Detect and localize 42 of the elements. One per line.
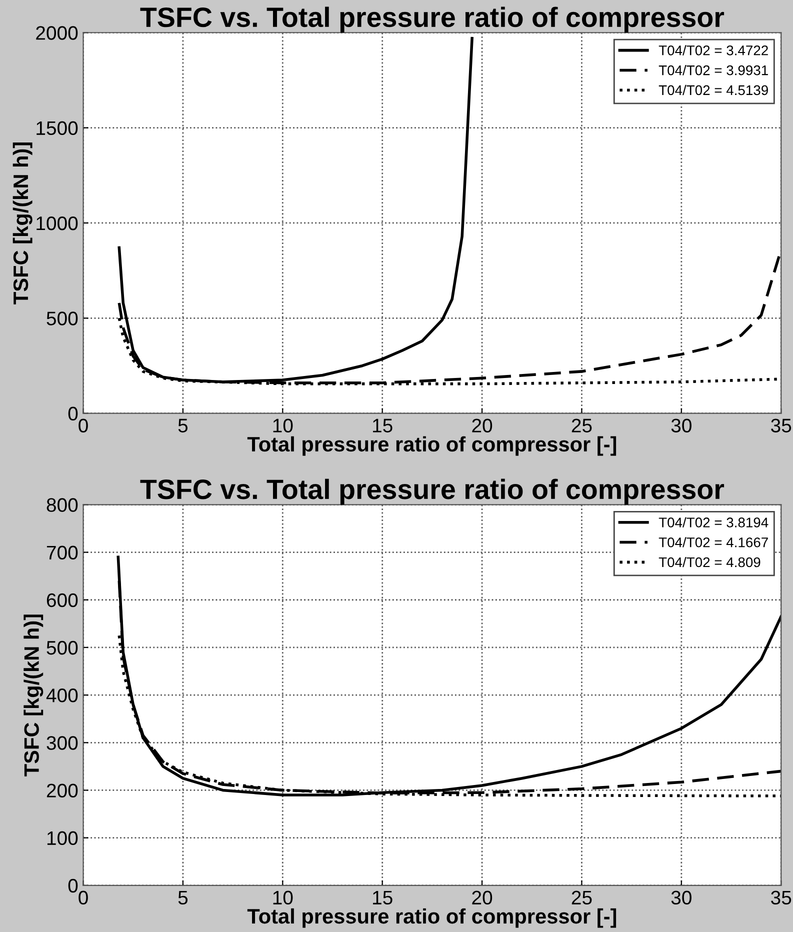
y-tick-label: 300 [46, 736, 78, 750]
x-tick-label: 35 [771, 418, 792, 432]
x-tick-label: 30 [671, 418, 692, 432]
y-tick-label: 1000 [36, 216, 78, 230]
x-tick-label: 10 [273, 418, 293, 432]
x-tick-label: 20 [472, 418, 492, 432]
legend-label: T04/T02 = 3.8194 [658, 517, 768, 528]
chart-title: TSFC vs. Total pressure ratio of compressor [140, 6, 724, 33]
x-tick-label: 20 [472, 890, 492, 905]
y-tick-label: 200 [46, 784, 78, 798]
y-tick-label: 600 [46, 593, 78, 608]
legend-label: T04/T02 = 4.1667 [658, 537, 768, 548]
y-tick-label: 0 [68, 406, 78, 421]
x-tick-label: 25 [572, 418, 592, 432]
x-tick-label: 30 [671, 890, 692, 905]
x-tick-label: 25 [572, 890, 592, 905]
y-tick-label: 800 [46, 498, 78, 512]
y-axis-title: TSFC [kg/(kN h)] [24, 614, 44, 776]
legend-label: T04/T02 = 3.4722 [658, 45, 768, 56]
x-tick-label: 35 [771, 890, 792, 905]
y-tick-label: 0 [68, 878, 78, 893]
legend-label: T04/T02 = 4.809 [658, 556, 760, 568]
y-tick-label: 100 [47, 831, 78, 846]
y-tick-label: 2000 [36, 26, 78, 40]
x-tick-label: 5 [178, 890, 188, 905]
x-tick-label: 15 [373, 418, 392, 432]
chart-title: TSFC vs. Total pressure ratio of compressor [140, 478, 724, 505]
x-tick-label: 10 [273, 890, 293, 905]
y-tick-label: 500 [46, 640, 78, 655]
x-tick-label: 0 [78, 418, 88, 432]
y-tick-label: 1500 [36, 121, 78, 136]
y-tick-label: 700 [46, 546, 78, 560]
legend-label: T04/T02 = 4.5139 [658, 84, 768, 96]
y-tick-label: 500 [46, 312, 78, 326]
y-tick-label: 400 [46, 688, 78, 702]
x-tick-label: 15 [373, 890, 392, 905]
x-axis-title: Total pressure ratio of compressor [-] [247, 436, 616, 456]
x-axis-title: Total pressure ratio of compressor [-] [247, 908, 616, 928]
x-tick-label: 5 [178, 418, 188, 432]
x-tick-label: 0 [78, 890, 88, 905]
legend-label: T04/T02 = 3.9931 [658, 65, 768, 76]
y-axis-title: TSFC [kg/(kN h)] [12, 142, 32, 304]
